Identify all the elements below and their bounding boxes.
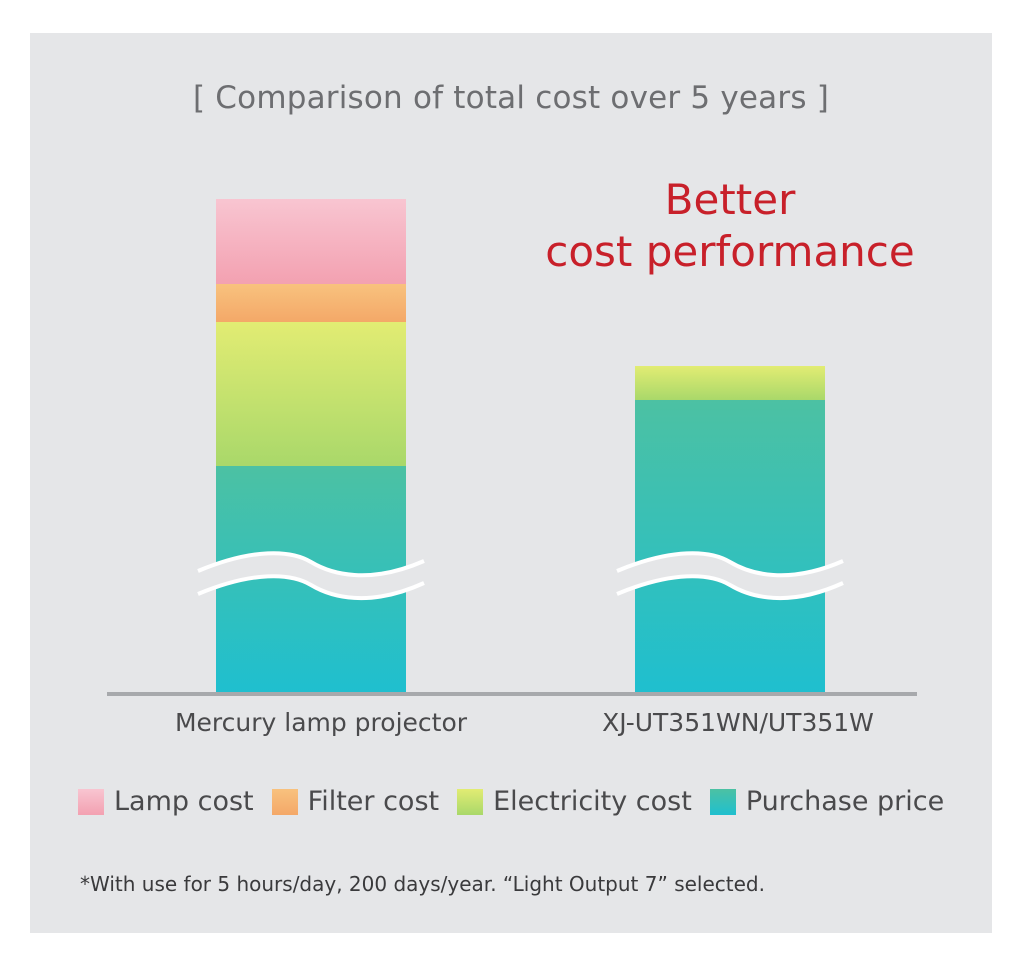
legend-item-filter: Filter cost bbox=[271, 786, 440, 817]
bar-segment-mercury-filter bbox=[216, 284, 406, 322]
legend-swatch-electricity bbox=[457, 788, 484, 815]
legend-item-electricity: Electricity cost bbox=[457, 786, 692, 817]
bar-segment-xj-purchase bbox=[635, 400, 825, 692]
legend-swatch-purchase bbox=[709, 788, 736, 815]
legend: Lamp cost Filter cost Electricity cost P… bbox=[78, 786, 962, 817]
axis-break-line bbox=[197, 551, 425, 578]
chart-title: [ Comparison of total cost over 5 years … bbox=[192, 80, 830, 116]
callout-line-2: cost performance bbox=[545, 227, 915, 276]
axis-break-line bbox=[616, 574, 844, 601]
legend-item-lamp: Lamp cost bbox=[78, 786, 254, 817]
axis-break-line bbox=[197, 574, 425, 601]
bar-segment-mercury-electricity bbox=[216, 322, 406, 466]
callout-line-1: Better bbox=[664, 175, 796, 224]
legend-label-purchase: Purchase price bbox=[745, 786, 945, 817]
footnote: *With use for 5 hours/day, 200 days/year… bbox=[80, 872, 765, 896]
legend-label-electricity: Electricity cost bbox=[493, 786, 692, 817]
category-label-xj: XJ-UT351WN/UT351W bbox=[602, 708, 874, 737]
legend-swatch-lamp bbox=[78, 788, 104, 815]
callout-text: Better cost performance bbox=[500, 174, 960, 278]
chart-panel bbox=[30, 33, 992, 933]
axis-break-line bbox=[616, 551, 844, 578]
bar-segment-mercury-lamp bbox=[216, 199, 406, 284]
bar-segment-xj-electricity bbox=[635, 366, 825, 400]
legend-label-filter: Filter cost bbox=[307, 786, 440, 817]
axis-break-band bbox=[198, 553, 424, 598]
legend-item-purchase: Purchase price bbox=[709, 786, 945, 817]
legend-swatch-filter bbox=[271, 788, 298, 815]
category-label-mercury: Mercury lamp projector bbox=[174, 708, 468, 737]
axis-break-band bbox=[617, 553, 843, 598]
legend-label-lamp: Lamp cost bbox=[114, 786, 254, 817]
